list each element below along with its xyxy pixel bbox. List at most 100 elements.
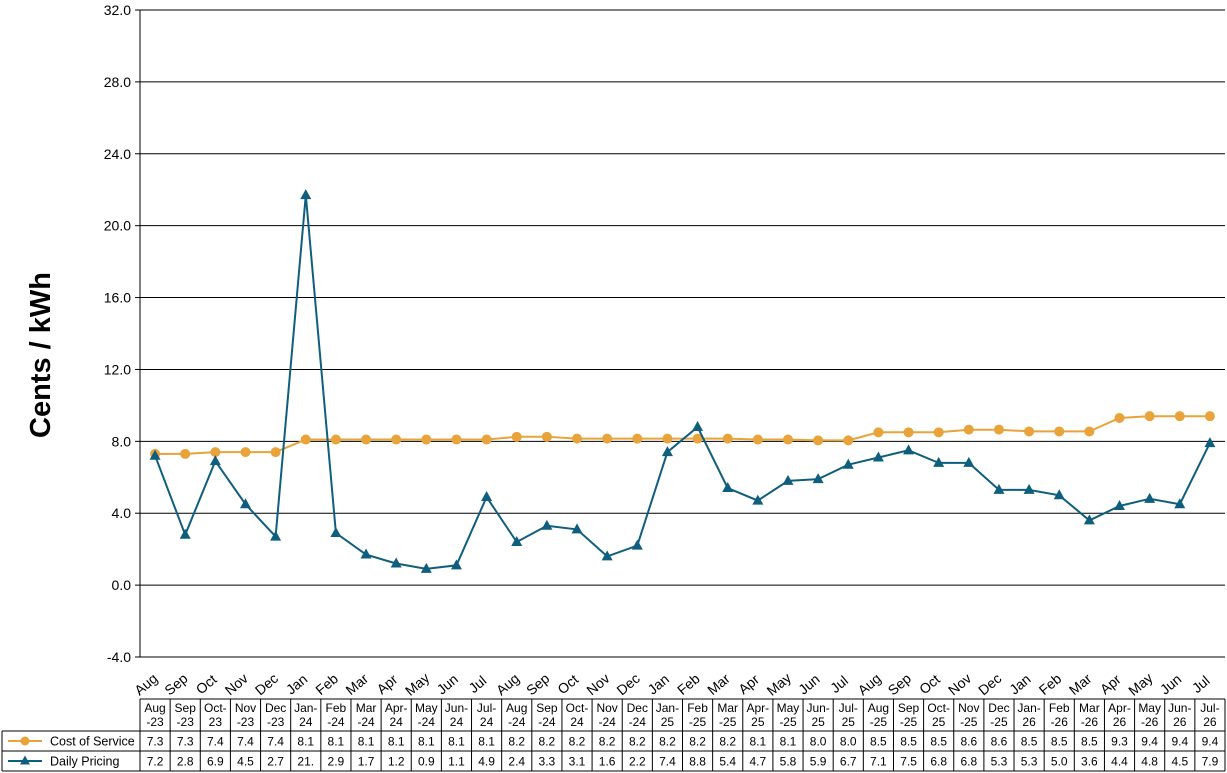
table-cell: 8.0 bbox=[810, 735, 827, 749]
x-tick-label: Jun bbox=[433, 671, 461, 698]
data-point-daily-pricing bbox=[450, 559, 462, 570]
x-tick-label: Feb bbox=[674, 670, 703, 698]
table-cell: 4.9 bbox=[478, 755, 495, 769]
table-cell: 8.2 bbox=[539, 735, 556, 749]
data-point-daily-pricing bbox=[1083, 514, 1095, 525]
x-tick-label: Dec bbox=[252, 670, 281, 698]
data-point-cost-of-service bbox=[1084, 426, 1095, 437]
y-axis-title: Cents / kWh bbox=[25, 272, 57, 438]
table-header-line1: Apr- bbox=[747, 701, 770, 715]
table-cell: 8.2 bbox=[719, 735, 736, 749]
table-cell: 7.3 bbox=[147, 735, 164, 749]
table-cell: 8.1 bbox=[328, 735, 345, 749]
table-cell: 8.2 bbox=[659, 735, 676, 749]
table-header-line1: Dec bbox=[627, 701, 648, 715]
data-point-cost-of-service bbox=[1174, 411, 1185, 422]
data-point-daily-pricing bbox=[1114, 500, 1126, 511]
gridlines bbox=[135, 9, 1225, 658]
table-cell: 9.3 bbox=[1111, 735, 1128, 749]
table-cell: 21. bbox=[297, 755, 314, 769]
x-tick-label: Oct bbox=[193, 671, 220, 697]
table-header-line1: Oct- bbox=[566, 701, 589, 715]
data-point-daily-pricing bbox=[1023, 483, 1035, 494]
table-header-line1: Sep bbox=[175, 701, 197, 715]
table-cell: 2.2 bbox=[629, 755, 646, 769]
table-cell: 8.8 bbox=[689, 755, 706, 769]
table-header-line1: Aug bbox=[144, 701, 165, 715]
y-tick-label: 16.0 bbox=[104, 290, 131, 306]
legend-marker-triangle bbox=[20, 755, 30, 765]
x-tick-label: Mar bbox=[704, 670, 733, 698]
table-header-line1: May bbox=[777, 701, 800, 715]
data-point-cost-of-service bbox=[240, 447, 251, 458]
x-tick-label: Oct bbox=[554, 671, 581, 697]
table-header-line1: May bbox=[1138, 701, 1161, 715]
x-tick-label: Nov bbox=[222, 670, 251, 698]
table-header-line2: -26 bbox=[1141, 715, 1159, 729]
data-point-cost-of-service bbox=[722, 433, 733, 444]
table-cell: 5.3 bbox=[991, 755, 1008, 769]
table-header-line1: May bbox=[415, 701, 438, 715]
table-header-line1: Aug bbox=[868, 701, 889, 715]
table-cell: 7.5 bbox=[900, 755, 917, 769]
table-cell: 4.5 bbox=[237, 755, 254, 769]
table-cell: 0.9 bbox=[418, 755, 435, 769]
x-tick-label: Jun bbox=[795, 671, 823, 698]
table-cell: 8.5 bbox=[1081, 735, 1098, 749]
table-cell: 1.1 bbox=[448, 755, 465, 769]
y-axis-ticks: 32.0 28.0 24.0 20.0 16.0 12.0 8.0 4.0 0.0 -4.0 bbox=[104, 2, 131, 665]
table-header-line1: Nov bbox=[596, 701, 617, 715]
table-header-line1: Jun- bbox=[445, 701, 468, 715]
y-tick-label: 4.0 bbox=[112, 505, 132, 521]
table-header-line2: -25 bbox=[689, 715, 707, 729]
x-tick-label: May bbox=[1125, 670, 1156, 699]
data-point-cost-of-service bbox=[541, 431, 552, 442]
data-point-daily-pricing bbox=[872, 451, 884, 462]
data-point-cost-of-service bbox=[903, 427, 914, 438]
table-header-line2: 26 bbox=[1113, 715, 1127, 729]
table-cell: 2.7 bbox=[267, 755, 284, 769]
table-cell: 8.5 bbox=[930, 735, 947, 749]
data-point-daily-pricing bbox=[631, 539, 643, 550]
data-point-cost-of-service bbox=[361, 434, 372, 445]
table-cell: 8.2 bbox=[629, 735, 646, 749]
data-point-daily-pricing bbox=[1144, 492, 1156, 503]
table-cell: 9.4 bbox=[1171, 735, 1188, 749]
table-cell: 3.1 bbox=[569, 755, 586, 769]
table-cell: 7.4 bbox=[267, 735, 284, 749]
table-header-line1: Apr- bbox=[385, 701, 408, 715]
table-cell: 8.5 bbox=[900, 735, 917, 749]
data-point-cost-of-service bbox=[270, 447, 281, 458]
data-point-cost-of-service bbox=[1204, 411, 1215, 422]
x-tick-label: Dec bbox=[975, 670, 1004, 698]
table-cell: 8.2 bbox=[508, 735, 525, 749]
data-point-cost-of-service bbox=[1054, 426, 1065, 437]
data-point-cost-of-service bbox=[873, 427, 884, 438]
data-point-cost-of-service bbox=[421, 434, 432, 445]
table-header-line1: Apr- bbox=[1108, 701, 1131, 715]
data-point-cost-of-service bbox=[180, 448, 191, 459]
table-header-line1: Nov bbox=[958, 701, 979, 715]
table-cell: 8.1 bbox=[780, 735, 797, 749]
table-cell: 8.1 bbox=[388, 735, 405, 749]
data-point-daily-pricing bbox=[812, 473, 824, 484]
table-cell: 8.1 bbox=[448, 735, 465, 749]
table-header-line2: -23 bbox=[267, 715, 285, 729]
data-point-cost-of-service bbox=[602, 433, 613, 444]
table-cell: 5.4 bbox=[719, 755, 736, 769]
data-point-daily-pricing bbox=[571, 523, 583, 534]
data-table: Aug-23Sep-23Oct-23Nov-23Dec-23Jan-24Feb-… bbox=[1, 698, 1226, 772]
legend-marker-circle bbox=[20, 736, 30, 746]
table-header-line2: 26 bbox=[1203, 715, 1217, 729]
data-point-cost-of-service bbox=[843, 435, 854, 446]
table-header-line1: Feb bbox=[1049, 701, 1070, 715]
x-tick-label: Jun bbox=[1157, 671, 1185, 698]
table-cell: 5.0 bbox=[1051, 755, 1068, 769]
x-tick-label: Mar bbox=[342, 670, 371, 698]
table-header-line1: Jan- bbox=[1017, 701, 1040, 715]
data-point-daily-pricing bbox=[933, 456, 945, 467]
table-cell: 1.7 bbox=[358, 755, 375, 769]
data-point-cost-of-service bbox=[1114, 412, 1125, 423]
y-tick-label: 24.0 bbox=[104, 146, 131, 162]
table-cell: 3.6 bbox=[1081, 755, 1098, 769]
